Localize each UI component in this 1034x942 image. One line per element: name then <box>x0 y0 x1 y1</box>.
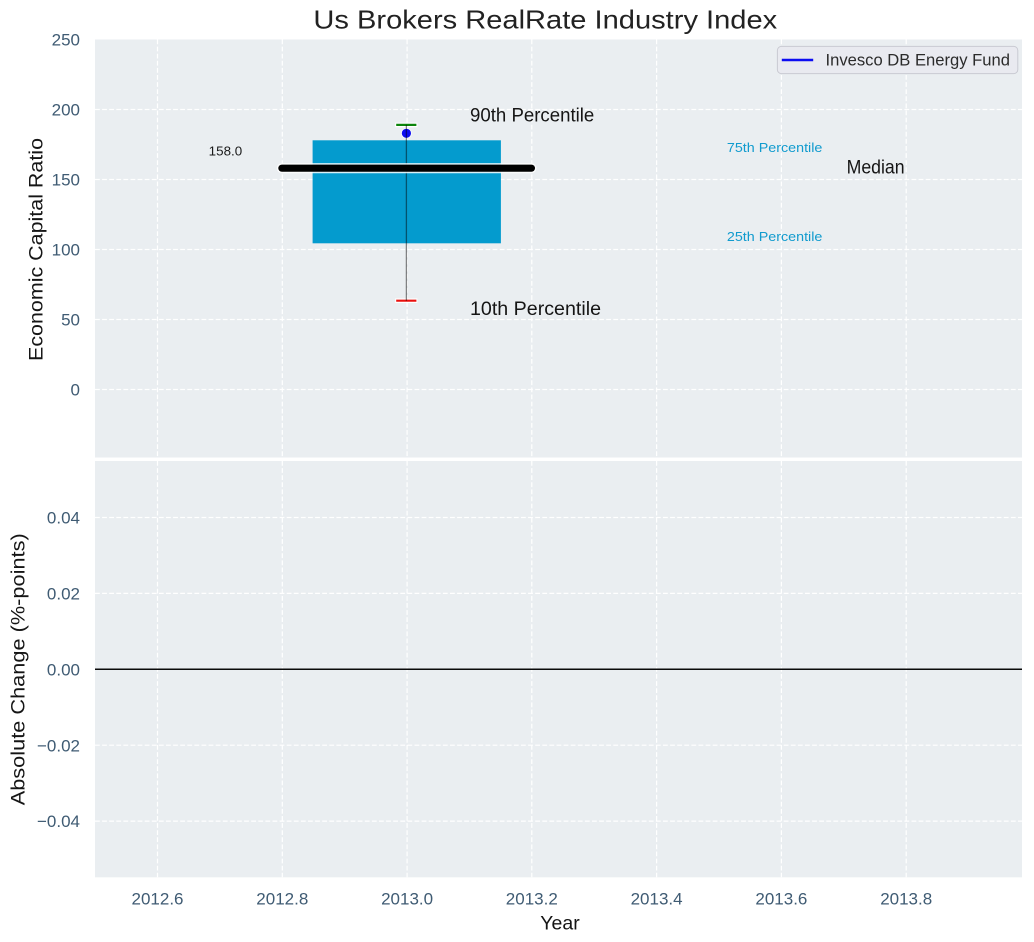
svg-text:0.02: 0.02 <box>47 585 80 604</box>
svg-text:2013.0: 2013.0 <box>381 889 433 908</box>
svg-text:2013.2: 2013.2 <box>506 889 558 908</box>
svg-text:150: 150 <box>52 171 80 190</box>
svg-text:Us Brokers RealRate Industry I: Us Brokers RealRate Industry Index <box>313 5 777 35</box>
svg-text:Economic Capital Ratio: Economic Capital Ratio <box>25 138 47 361</box>
svg-text:−0.02: −0.02 <box>37 736 80 755</box>
svg-text:200: 200 <box>52 101 80 120</box>
svg-text:2012.6: 2012.6 <box>132 889 184 908</box>
svg-text:2013.8: 2013.8 <box>880 889 932 908</box>
svg-text:10th Percentile: 10th Percentile <box>470 299 601 320</box>
svg-text:−0.04: −0.04 <box>37 812 80 831</box>
svg-text:25th Percentile: 25th Percentile <box>727 229 823 244</box>
svg-text:Absolute Change (%-points): Absolute Change (%-points) <box>7 533 29 805</box>
svg-text:50: 50 <box>61 311 80 330</box>
svg-text:Median: Median <box>847 158 905 179</box>
svg-text:250: 250 <box>52 31 80 50</box>
svg-text:2013.6: 2013.6 <box>755 889 807 908</box>
svg-text:100: 100 <box>52 241 80 260</box>
svg-text:90th Percentile: 90th Percentile <box>470 105 594 126</box>
svg-text:0.00: 0.00 <box>47 660 80 679</box>
svg-text:75th Percentile: 75th Percentile <box>727 140 823 155</box>
svg-text:0.04: 0.04 <box>47 509 80 528</box>
svg-text:2012.8: 2012.8 <box>256 889 308 908</box>
svg-text:Year: Year <box>540 912 580 934</box>
svg-text:158.0: 158.0 <box>209 143 243 158</box>
svg-text:Invesco DB Energy Fund: Invesco DB Energy Fund <box>826 52 1011 70</box>
svg-text:2013.4: 2013.4 <box>631 889 683 908</box>
svg-text:0: 0 <box>71 381 80 400</box>
